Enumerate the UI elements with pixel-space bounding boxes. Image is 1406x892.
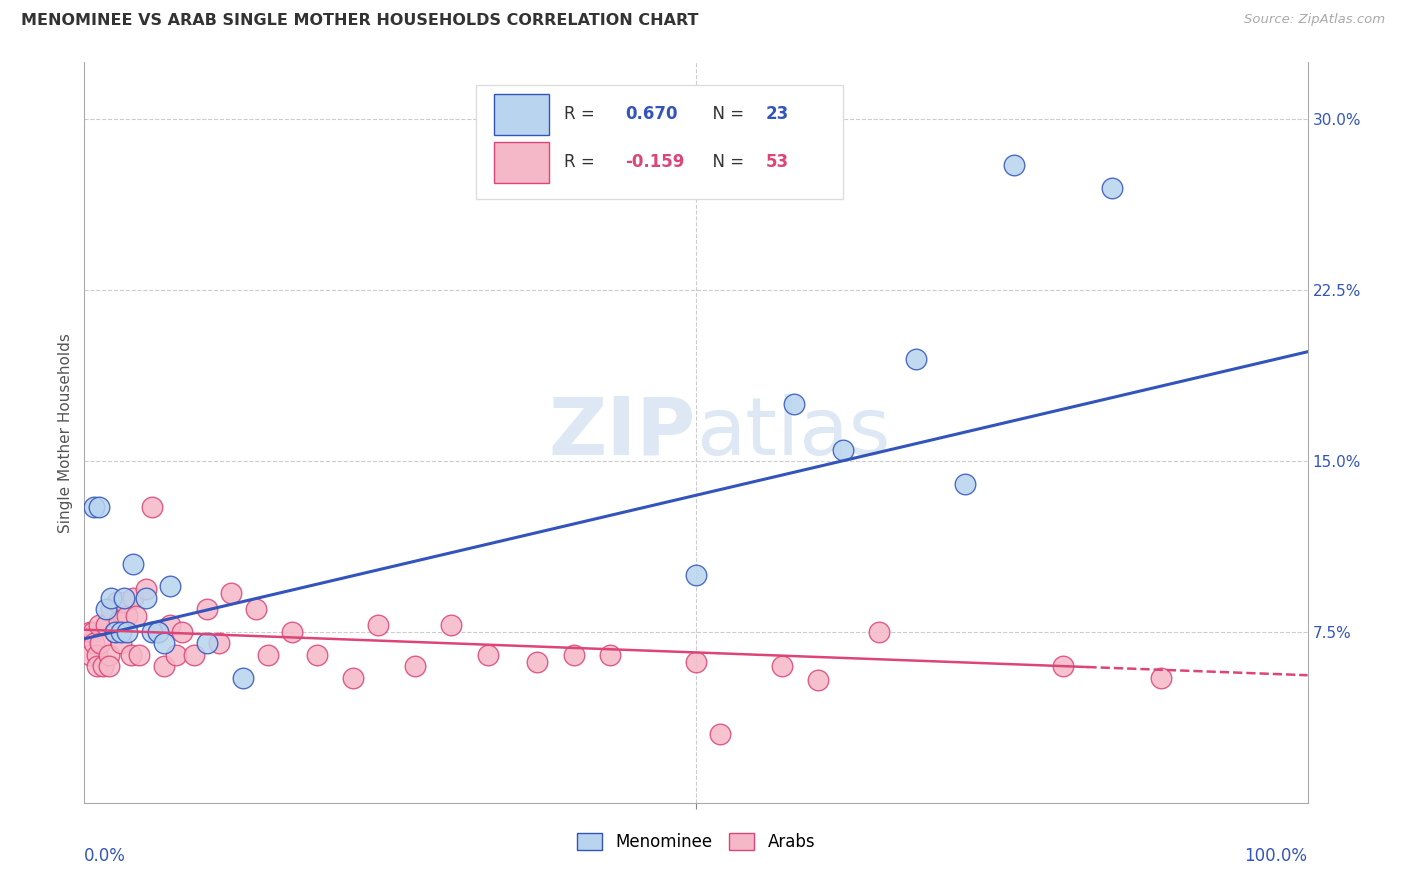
Point	[96, 618, 118, 632]
Point	[869, 624, 891, 639]
Point	[110, 624, 132, 639]
Text: N =: N =	[702, 105, 749, 123]
Point	[128, 648, 150, 662]
Point	[831, 442, 853, 457]
Point	[141, 500, 163, 514]
Point	[115, 609, 138, 624]
Point	[105, 595, 128, 609]
Point	[86, 648, 108, 662]
Point	[807, 673, 830, 687]
Point	[440, 618, 463, 632]
Point	[146, 624, 169, 639]
Point	[100, 591, 122, 605]
Point	[305, 648, 328, 662]
Point	[477, 648, 499, 662]
Text: 100.0%: 100.0%	[1244, 847, 1308, 865]
Point	[172, 624, 194, 639]
Point	[104, 624, 127, 639]
Point	[1150, 671, 1173, 685]
Text: R =: R =	[564, 105, 600, 123]
Point	[97, 648, 120, 662]
Point	[100, 602, 122, 616]
Point	[685, 655, 707, 669]
Point	[89, 636, 111, 650]
Point	[135, 591, 157, 605]
Point	[245, 602, 267, 616]
Text: R =: R =	[564, 153, 600, 171]
Point	[183, 648, 205, 662]
Point	[367, 618, 389, 632]
Point	[141, 624, 163, 639]
Point	[96, 602, 118, 616]
Point	[86, 659, 108, 673]
Point	[97, 659, 120, 673]
Point	[281, 624, 304, 639]
Point	[342, 671, 364, 685]
Point	[122, 591, 145, 605]
Point	[208, 636, 231, 650]
Point	[115, 624, 138, 639]
Point	[110, 636, 132, 650]
Point	[562, 648, 585, 662]
Point	[195, 636, 218, 650]
Point	[195, 602, 218, 616]
Point	[87, 618, 110, 632]
Text: 0.0%: 0.0%	[84, 847, 127, 865]
Point	[953, 476, 976, 491]
Point	[599, 648, 621, 662]
Point	[125, 609, 148, 624]
Point	[104, 624, 127, 639]
Text: 53: 53	[766, 153, 789, 171]
Point	[83, 500, 105, 514]
Point	[153, 636, 176, 650]
Point	[783, 397, 806, 411]
Point	[1052, 659, 1074, 673]
Point	[1101, 180, 1123, 194]
Point	[91, 659, 114, 673]
Point	[146, 624, 169, 639]
FancyBboxPatch shape	[475, 85, 842, 200]
FancyBboxPatch shape	[494, 94, 550, 135]
Point	[112, 595, 135, 609]
Point	[120, 648, 142, 662]
Point	[526, 655, 548, 669]
FancyBboxPatch shape	[494, 142, 550, 183]
Point	[219, 586, 242, 600]
Text: 23: 23	[766, 105, 789, 123]
Text: atlas: atlas	[696, 393, 890, 472]
Text: ZIP: ZIP	[548, 393, 696, 472]
Point	[685, 568, 707, 582]
Point	[257, 648, 280, 662]
Point	[122, 557, 145, 571]
Point	[709, 727, 731, 741]
Point	[770, 659, 793, 673]
Legend: Menominee, Arabs: Menominee, Arabs	[571, 826, 821, 857]
Point	[153, 659, 176, 673]
Point	[107, 614, 129, 628]
Y-axis label: Single Mother Households: Single Mother Households	[58, 333, 73, 533]
Point	[905, 351, 928, 366]
Point	[165, 648, 187, 662]
Text: -0.159: -0.159	[626, 153, 685, 171]
Point	[232, 671, 254, 685]
Text: MENOMINEE VS ARAB SINGLE MOTHER HOUSEHOLDS CORRELATION CHART: MENOMINEE VS ARAB SINGLE MOTHER HOUSEHOL…	[21, 13, 699, 29]
Point	[1002, 158, 1025, 172]
Point	[83, 636, 105, 650]
Point	[79, 648, 101, 662]
Point	[159, 618, 181, 632]
Text: N =: N =	[702, 153, 749, 171]
Point	[112, 591, 135, 605]
Text: 0.670: 0.670	[626, 105, 678, 123]
Point	[404, 659, 426, 673]
Text: Source: ZipAtlas.com: Source: ZipAtlas.com	[1244, 13, 1385, 27]
Point	[87, 500, 110, 514]
Point	[135, 582, 157, 596]
Point	[79, 624, 101, 639]
Point	[159, 579, 181, 593]
Point	[82, 624, 104, 639]
